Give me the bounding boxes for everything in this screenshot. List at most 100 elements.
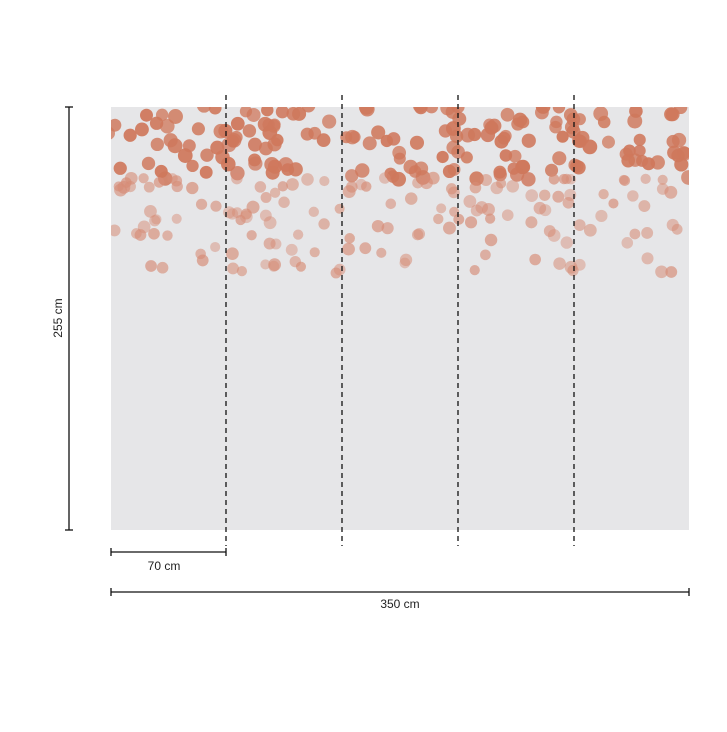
dot	[131, 228, 142, 239]
dot	[231, 207, 243, 218]
dot	[409, 135, 425, 150]
dot	[301, 173, 314, 186]
dot	[153, 176, 165, 188]
dot	[210, 200, 222, 212]
dot	[269, 187, 281, 198]
dot	[260, 192, 272, 203]
dot	[529, 253, 541, 266]
dot	[191, 122, 205, 136]
dot	[138, 173, 149, 184]
dot	[539, 189, 551, 201]
dot	[260, 259, 271, 270]
dot	[446, 183, 458, 195]
dot	[359, 242, 372, 255]
dot	[452, 111, 467, 126]
dot	[292, 107, 307, 121]
dot	[177, 148, 193, 163]
dot	[371, 219, 385, 233]
dot	[137, 220, 151, 234]
dot	[149, 215, 161, 227]
dot	[254, 181, 267, 193]
dot	[485, 213, 496, 224]
dot	[507, 162, 520, 175]
dot	[619, 175, 631, 186]
dot	[134, 122, 149, 137]
dot	[199, 165, 213, 179]
dot	[627, 113, 643, 129]
dot	[573, 219, 586, 231]
dot	[433, 213, 444, 225]
dot	[259, 209, 272, 222]
wallpaper	[111, 107, 689, 530]
dot	[463, 195, 477, 208]
dot	[230, 116, 245, 131]
dot	[344, 233, 355, 244]
dot	[318, 218, 330, 230]
dot	[386, 132, 401, 146]
dot	[640, 173, 651, 184]
dot	[516, 115, 530, 129]
panel-width-label: 70 cm	[148, 559, 181, 573]
dot	[453, 213, 465, 225]
dot	[195, 248, 206, 260]
dot	[601, 135, 615, 149]
dot	[535, 107, 551, 114]
total-width-label: 350 cm	[380, 597, 419, 611]
dot	[583, 223, 597, 237]
dot	[247, 137, 262, 152]
dot	[500, 107, 515, 122]
dot	[155, 108, 169, 121]
dot	[186, 159, 199, 173]
dot	[322, 114, 337, 129]
dot	[111, 118, 122, 132]
dot	[608, 198, 619, 209]
dot	[258, 141, 273, 156]
dot	[240, 208, 252, 220]
dot	[556, 130, 569, 143]
dot	[641, 252, 654, 265]
dot	[141, 156, 156, 171]
dot	[215, 150, 230, 165]
dot	[285, 243, 298, 256]
dot	[117, 180, 131, 194]
dot	[123, 128, 137, 142]
dot	[436, 150, 449, 164]
dot	[208, 107, 222, 115]
dot	[464, 216, 478, 229]
dot	[420, 176, 433, 190]
dot	[334, 203, 345, 214]
dot	[171, 213, 182, 224]
dot	[140, 108, 153, 122]
dot	[567, 264, 579, 277]
dot	[681, 170, 689, 185]
dot	[231, 172, 243, 185]
dot	[412, 107, 428, 113]
dot	[442, 164, 457, 179]
dot	[469, 265, 480, 276]
dot	[275, 107, 289, 119]
dot	[361, 181, 372, 192]
dimension-lines	[65, 106, 690, 596]
dot	[525, 216, 538, 229]
dot	[286, 178, 299, 191]
dot	[271, 133, 284, 147]
dot	[200, 148, 214, 162]
dot	[145, 260, 157, 272]
dot	[376, 247, 387, 258]
dot	[446, 140, 461, 155]
dot	[399, 253, 413, 267]
dot	[657, 174, 668, 185]
dot	[381, 222, 394, 235]
dot	[113, 161, 127, 175]
dot	[638, 200, 651, 212]
dot	[508, 149, 522, 163]
dot	[598, 188, 609, 200]
dot	[521, 133, 536, 148]
dot	[270, 238, 282, 250]
dot	[564, 120, 580, 135]
dot	[545, 163, 559, 177]
dot	[501, 209, 514, 221]
dot	[573, 258, 586, 271]
dot	[664, 107, 679, 122]
